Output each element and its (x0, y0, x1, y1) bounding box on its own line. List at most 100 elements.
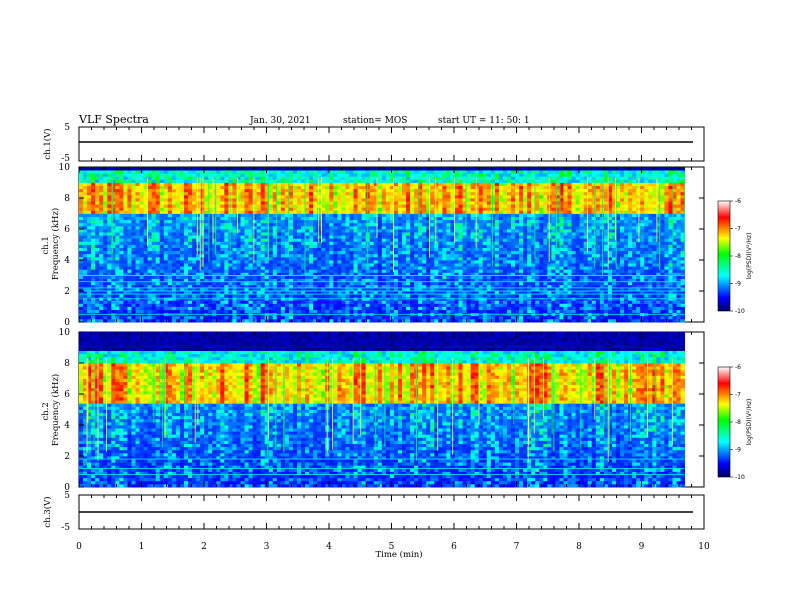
spectrogram-cell (111, 287, 116, 292)
spectrogram-cell (216, 272, 221, 276)
spectrogram-cell (422, 250, 427, 255)
spectrogram-cell (317, 194, 322, 199)
spectrogram-cell (389, 194, 395, 199)
spectrogram-cell (422, 204, 427, 208)
spectrogram-cell (313, 232, 318, 236)
spectrogram-cell (389, 201, 395, 205)
spectrogram-cell (288, 247, 294, 252)
spectrogram-cell (389, 179, 395, 183)
spectrogram-cell (188, 241, 193, 245)
spectrogram-cell (107, 272, 112, 276)
spectrogram-cell (414, 278, 419, 283)
spectrogram-cell (200, 182, 205, 186)
spectrogram-cell (83, 300, 88, 304)
spectrogram-cell (385, 300, 391, 304)
spectrogram-cell (333, 263, 338, 267)
spectrogram-cell (236, 247, 241, 252)
spectrogram-cell (297, 232, 302, 236)
spectrogram-cell (329, 269, 334, 273)
spectrogram-cell (240, 204, 245, 208)
spectrogram-cell (175, 281, 181, 286)
spectrogram-cell (430, 167, 435, 171)
spectrogram-cell (171, 303, 177, 307)
spectrogram-cell (248, 176, 254, 180)
spectrogram-cell (232, 210, 237, 214)
spectrogram-cell (155, 281, 161, 286)
spectrogram-cell (99, 300, 104, 304)
spectrogram-cell (208, 198, 213, 202)
spectrogram-cell (301, 194, 306, 199)
spectrogram-cell (175, 269, 181, 273)
spectrogram-cell (188, 287, 193, 292)
spectrogram-cell (216, 306, 221, 310)
spectrogram-cell (466, 176, 472, 180)
spectrogram-cell (297, 213, 302, 217)
spectrogram-cell (438, 281, 443, 286)
spectrogram-cell (228, 263, 233, 267)
spectrogram-cell (442, 210, 447, 214)
spectrogram-cell (79, 173, 84, 177)
spectrogram-cell (458, 238, 463, 242)
spectrogram-cell (183, 213, 189, 217)
spectrogram-cell (264, 198, 270, 202)
spectrogram-cell (272, 170, 278, 174)
spectrogram-cell (361, 291, 367, 295)
spectrogram-cell (248, 256, 254, 261)
spectrogram-cell (111, 201, 116, 205)
spectrogram-cell (297, 284, 302, 289)
spectrogram-cell (208, 278, 213, 283)
spectrogram-cell (183, 250, 189, 255)
spectrogram-cell (462, 281, 467, 286)
spectrogram-cell (474, 266, 480, 270)
spectrogram-cell (426, 303, 431, 307)
spectrogram-cell (240, 232, 245, 236)
spectrogram-cell (288, 244, 294, 248)
spectrogram-cell (373, 222, 379, 227)
spectrogram-cell (474, 300, 480, 304)
spectrogram-cell (284, 204, 290, 208)
spectrogram-cell (79, 281, 84, 286)
spectrogram-cell (369, 170, 375, 174)
spectrogram-cell (107, 222, 112, 227)
spectrogram-cell (406, 222, 411, 227)
spectrogram-cell (252, 198, 258, 202)
spectrogram-cell (373, 198, 379, 202)
spectrogram-cell (288, 188, 294, 193)
spectrogram-cell (357, 222, 363, 227)
spectrogram-cell (333, 182, 338, 186)
spectrogram-cell (95, 198, 100, 202)
spectrogram-cell (470, 235, 476, 239)
spectrogram-cell (410, 294, 415, 298)
spectrogram-cell (470, 176, 476, 180)
spectrogram-cell (196, 250, 201, 255)
spectrogram-cell (248, 201, 254, 205)
spectrogram-cell (357, 253, 363, 258)
spectrogram-cell (305, 309, 310, 314)
spectrogram-cell (321, 204, 326, 208)
spectrogram-cell (155, 194, 161, 199)
spectrogram-cell (200, 244, 205, 248)
spectrogram-cell (232, 238, 237, 242)
spectrogram-cell (301, 294, 306, 298)
spectrogram-cell (175, 185, 181, 190)
spectrogram-cell (422, 238, 427, 242)
spectrogram-cell (216, 225, 221, 230)
spectrogram-cell (418, 201, 423, 205)
spectrogram-cell (260, 216, 266, 221)
spectrogram-cell (248, 238, 254, 242)
spectrogram-cell (216, 291, 221, 295)
spectrogram-cell (127, 309, 132, 314)
spectrogram-cell (79, 278, 84, 283)
spectrogram-cell (159, 191, 165, 196)
spectrogram-cell (313, 210, 318, 214)
spectrogram-cell (325, 269, 330, 273)
spectrogram-cell (188, 182, 193, 186)
spectrogram-cell (123, 266, 128, 270)
spectrogram-cell (204, 229, 209, 233)
spectrogram-cell (389, 287, 395, 292)
spectrogram-cell (301, 256, 306, 261)
spectrogram-cell (240, 170, 245, 174)
spectrogram-cell (167, 222, 173, 227)
spectrogram-cell (204, 253, 209, 258)
spectrogram-cell (410, 222, 415, 227)
